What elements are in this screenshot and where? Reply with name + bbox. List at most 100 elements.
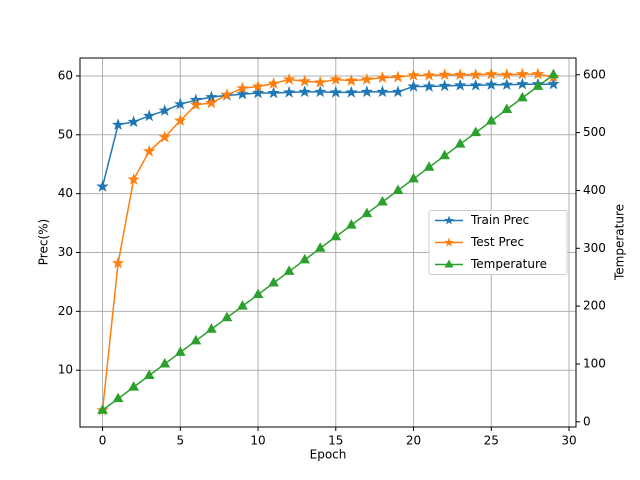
marker [267,86,280,99]
y-tick-label: 50 [58,127,73,141]
legend-marker [444,237,454,247]
marker [329,85,342,98]
marker [237,300,248,310]
marker [314,85,327,98]
x-tick-label: 25 [484,434,499,448]
marker [268,276,279,287]
y2-tick-label: 400 [583,183,606,197]
marker [159,357,171,368]
marker [439,149,450,160]
marker [438,79,451,92]
marker [111,118,125,131]
marker [96,180,109,192]
y2-tick-label: 600 [583,67,606,81]
marker [453,78,467,91]
y2-tick-label: 300 [583,241,606,255]
marker [111,256,125,269]
y2-axis-label: Temperature [613,204,627,281]
marker [516,67,529,80]
marker [376,71,389,84]
x-tick-label: 15 [328,434,343,448]
x-axis-label: Epoch [310,448,347,462]
marker [500,68,514,81]
marker [532,80,544,90]
marker [485,115,497,125]
marker [220,88,234,101]
marker [282,85,296,98]
marker [158,130,171,143]
y2-tick-label: 0 [583,414,591,428]
marker [330,230,342,241]
marker [174,114,187,126]
marker [517,91,528,102]
marker [314,75,327,88]
marker [345,74,358,86]
marker [469,78,482,91]
marker [158,104,171,116]
marker [360,85,373,98]
marker [531,67,545,80]
marker [548,68,559,79]
marker [189,98,203,111]
marker [282,72,296,85]
marker [470,126,482,137]
y-tick-label: 60 [58,68,73,82]
marker [127,172,140,185]
y2-tick-label: 500 [583,125,606,139]
legend-label: Train Prec [470,213,529,227]
marker [376,85,389,98]
marker [500,78,514,91]
marker [112,392,124,403]
marker [143,369,155,380]
marker [283,265,295,275]
marker [454,138,466,148]
legend-label: Temperature [470,257,547,271]
marker [190,334,202,345]
x-tick-label: 30 [561,434,576,448]
x-tick-label: 0 [99,434,107,448]
marker [142,144,156,157]
marker [205,96,218,109]
marker [252,288,264,299]
marker [221,311,233,322]
marker [267,77,280,89]
y2-tick-label: 200 [583,299,606,313]
y-tick-label: 20 [58,304,73,318]
y-tick-label: 10 [58,363,73,377]
marker [391,70,405,83]
plot-frame [79,57,577,428]
marker [361,207,373,218]
marker [174,346,186,356]
y2-tick-label: 100 [583,356,606,370]
marker [128,381,139,391]
x-tick-label: 20 [406,434,421,448]
marker [485,67,498,80]
marker [422,79,436,92]
legend-marker [444,259,454,268]
marker [407,79,420,92]
marker [236,81,249,94]
marker [314,242,326,252]
y-tick-label: 40 [58,186,73,200]
marker [298,74,311,87]
marker [299,253,311,264]
legend-label: Test Prec [470,235,524,249]
marker [298,85,311,98]
marker [501,103,513,113]
marker [469,68,482,81]
marker [423,161,435,171]
marker [206,323,217,333]
legend-box [428,210,568,275]
marker [377,195,388,206]
marker [547,77,560,90]
marker [422,68,436,81]
marker [485,78,498,91]
marker [174,97,187,110]
legend-marker [444,215,454,225]
marker [453,68,467,81]
marker [236,87,249,100]
marker [360,72,374,85]
marker [345,219,357,229]
marker [408,172,419,183]
